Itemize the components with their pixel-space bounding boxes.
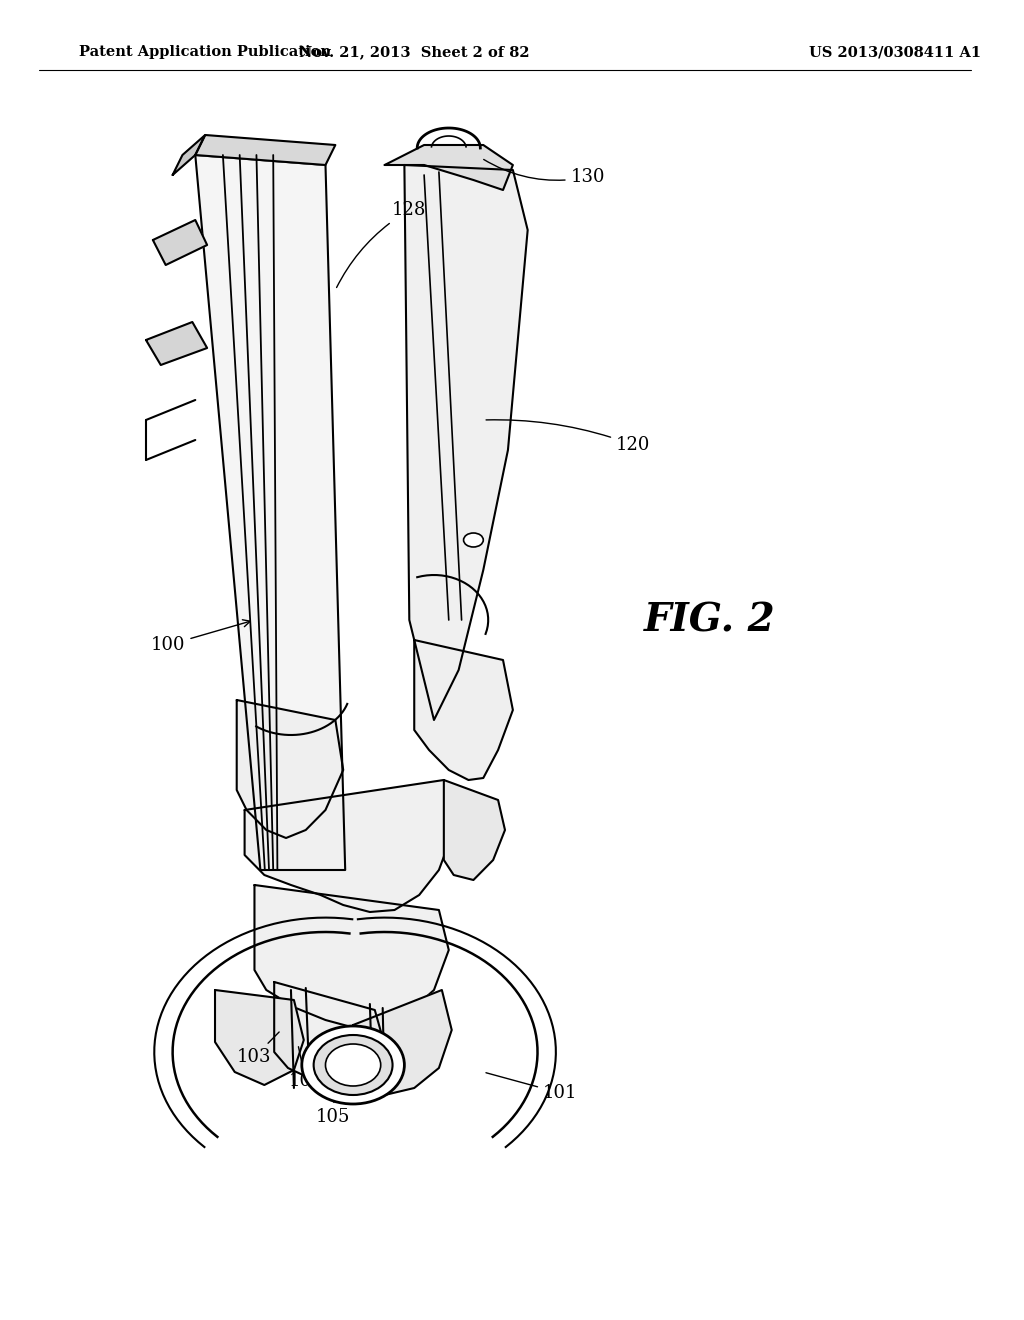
Polygon shape [215, 990, 304, 1085]
Polygon shape [196, 154, 345, 870]
Text: 128: 128 [337, 201, 427, 288]
Polygon shape [255, 884, 449, 1028]
Polygon shape [237, 700, 343, 838]
Polygon shape [274, 982, 385, 1082]
Text: Patent Application Publication: Patent Application Publication [79, 45, 331, 59]
Ellipse shape [326, 1044, 381, 1086]
Text: US 2013/0308411 A1: US 2013/0308411 A1 [809, 45, 981, 59]
Polygon shape [146, 322, 207, 366]
Polygon shape [415, 640, 513, 780]
Polygon shape [245, 780, 454, 912]
Text: FIG. 2: FIG. 2 [644, 601, 776, 639]
Polygon shape [404, 165, 527, 719]
Polygon shape [443, 780, 505, 880]
Text: 107: 107 [289, 1047, 323, 1090]
Text: Nov. 21, 2013  Sheet 2 of 82: Nov. 21, 2013 Sheet 2 of 82 [299, 45, 529, 59]
Polygon shape [196, 135, 335, 165]
Ellipse shape [464, 533, 483, 546]
Text: 101: 101 [486, 1073, 578, 1102]
Text: 105: 105 [316, 1068, 350, 1126]
Text: 130: 130 [483, 160, 605, 186]
Ellipse shape [302, 1026, 404, 1104]
Polygon shape [173, 135, 205, 176]
Ellipse shape [313, 1035, 392, 1096]
Text: 120: 120 [486, 420, 650, 454]
Text: 103: 103 [238, 1032, 280, 1067]
Polygon shape [385, 145, 513, 190]
Polygon shape [153, 220, 207, 265]
Polygon shape [335, 990, 452, 1096]
Text: 100: 100 [151, 620, 250, 653]
